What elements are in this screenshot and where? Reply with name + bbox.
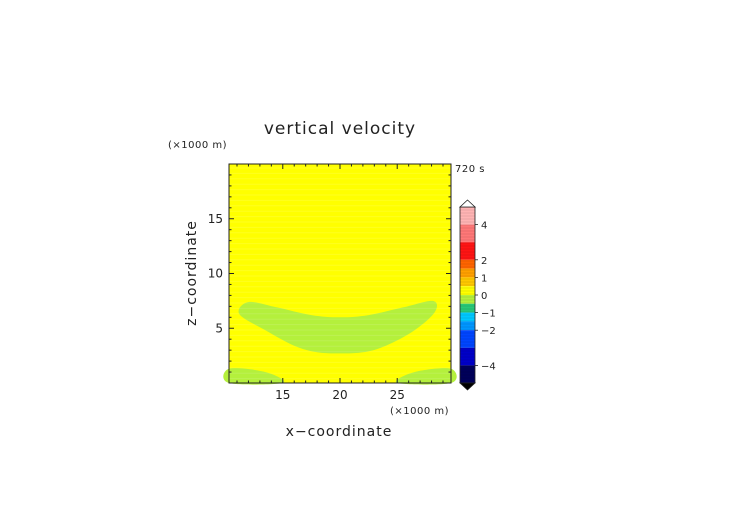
negative-region-3 [395,368,457,385]
colorbar-label: −4 [481,361,496,372]
colorbar-label: 4 [481,221,487,232]
colorbar-segment [460,303,475,313]
colorbar-label: 1 [481,273,487,284]
colorbar-segment [460,286,475,295]
colorbar-segment [460,365,475,383]
colorbar-over-arrow [458,199,477,208]
plot-area: 15 20 25 5 10 15 [208,163,457,402]
y-unit-label: (×1000 m) [168,140,227,151]
x-axis-ticks: 15 20 25 [236,164,444,402]
colorbar-segment [460,207,475,225]
colorbar-segment [460,295,475,304]
colorbar-segment [460,242,475,260]
colorbar-segment [460,330,475,348]
colorbar: 4 2 1 0 −1 −2 −4 [458,199,496,391]
colorbar-segment [460,259,475,269]
time-label: 720 s [455,164,485,175]
colorbar-under-arrow [458,382,477,391]
colorbar-segment [460,312,475,322]
colorbar-segment [460,321,475,331]
y-tick-label: 15 [208,212,223,226]
chart-title: vertical velocity [264,119,416,139]
x-unit-label: (×1000 m) [390,406,449,417]
negative-region-2 [223,368,285,385]
x-axis-label: x−coordinate [286,424,393,440]
colorbar-label: −2 [481,326,496,337]
x-tick-label: 15 [275,388,290,402]
y-axis-label: z−coordinate [184,220,200,326]
colorbar-segment [460,277,475,287]
y-axis-ticks: 5 10 15 [208,174,451,373]
y-tick-label: 5 [215,321,223,335]
negative-regions [223,167,457,385]
colorbar-segment [460,268,475,278]
x-tick-label: 25 [390,388,405,402]
colorbar-segment [460,224,475,243]
colorbar-segment [460,347,475,366]
colorbar-label: 0 [481,291,487,302]
colorbar-label: 2 [481,256,487,267]
y-tick-label: 10 [208,267,223,281]
negative-region-1 [238,300,438,354]
colorbar-label: −1 [481,309,496,320]
x-tick-label: 20 [332,388,347,402]
